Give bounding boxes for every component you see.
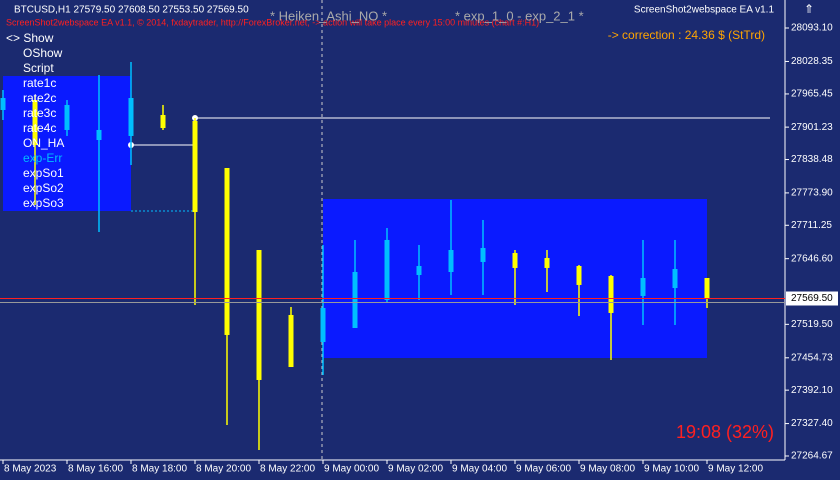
arrow-up[interactable]: ⇑: [804, 2, 814, 16]
menu-item[interactable]: OShow: [23, 46, 63, 60]
indicator-note: * Heiken_Ashi_NO *: [270, 8, 387, 23]
candle-body: [32, 100, 38, 146]
candle-body: [544, 258, 550, 268]
y-tick-label: 28093.10: [791, 23, 833, 34]
menu-item[interactable]: expSo3: [23, 196, 64, 210]
candle-body: [416, 266, 422, 275]
candle-body: [192, 120, 198, 213]
candle-body: [640, 277, 646, 296]
menu-item[interactable]: <> Show: [6, 31, 54, 45]
candle-body: [480, 247, 486, 262]
x-tick-label: 8 May 22:00: [260, 464, 315, 475]
y-tick-label: 27901.23: [791, 122, 833, 133]
ea-name: ScreenShot2webspace EA v1.1: [634, 5, 775, 16]
x-tick-label: 8 May 20:00: [196, 464, 251, 475]
x-tick-label: 8 May 16:00: [68, 464, 123, 475]
x-tick-label: 9 May 12:00: [708, 464, 763, 475]
candle-body: [512, 252, 518, 268]
price-tag-label: 27569.50: [791, 293, 833, 304]
x-tick-label: 9 May 04:00: [452, 464, 507, 475]
candles: [0, 61, 710, 450]
y-tick-label: 27264.67: [791, 451, 833, 462]
menu-item[interactable]: rate2c: [23, 91, 56, 105]
candle-body: [64, 104, 70, 130]
candle-body: [256, 249, 262, 380]
candle-body: [576, 266, 582, 285]
candle-body: [704, 277, 710, 299]
candle-body: [352, 272, 358, 329]
menu-item[interactable]: ON_HA: [23, 136, 64, 150]
timer: 19:08 (32%): [676, 422, 774, 442]
rectangle-object: [3, 76, 131, 211]
candle-body: [448, 249, 454, 273]
candle-body: [288, 314, 294, 368]
menu-item[interactable]: expSo1: [23, 166, 64, 180]
y-tick-label: 27773.90: [791, 188, 833, 199]
ea-notice: ScreenShot2webspace EA v1.1, © 2014, fxd…: [6, 17, 539, 27]
candle-body: [128, 98, 134, 136]
menu-item[interactable]: expSo2: [23, 181, 64, 195]
menu-item[interactable]: exp-Err: [23, 151, 62, 165]
candle-body: [0, 98, 6, 110]
y-tick-label: 27454.73: [791, 352, 833, 363]
y-tick-label: 27711.25: [791, 220, 832, 231]
y-tick-label: 27519.50: [791, 319, 833, 330]
menu-item[interactable]: rate1c: [23, 76, 56, 90]
y-tick-label: 27327.40: [791, 418, 833, 429]
exp-note: * exp_1_0 - exp_2_1 *: [455, 8, 584, 23]
correction: -> correction : 24.36 $ (StTrd): [608, 28, 765, 42]
menu-item[interactable]: rate4c: [23, 121, 56, 135]
candle-body: [96, 129, 102, 141]
candle-body: [160, 115, 166, 129]
x-tick-label: 9 May 10:00: [644, 464, 699, 475]
y-tick-label: 27838.48: [791, 154, 833, 165]
x-tick-label: 9 May 02:00: [388, 464, 443, 475]
y-tick-label: 28028.35: [791, 56, 833, 67]
x-tick-label: 9 May 08:00: [580, 464, 635, 475]
menu-item[interactable]: rate3c: [23, 106, 56, 120]
y-tick-label: 27646.60: [791, 253, 833, 264]
candle-body: [672, 269, 678, 289]
x-tick-label: 9 May 06:00: [516, 464, 571, 475]
x-tick-label: 8 May 18:00: [132, 464, 187, 475]
symbol-header: BTCUSD,H1 27579.50 27608.50 27553.50 275…: [14, 5, 249, 16]
x-tick-label: 8 May 2023: [4, 464, 57, 475]
menu: <> ShowOShowScriptrate1crate2crate3crate…: [6, 31, 64, 210]
price-tag: [786, 291, 838, 306]
candle-body: [384, 239, 390, 301]
x-tick-label: 9 May 00:00: [324, 464, 379, 475]
candle-body: [320, 308, 326, 343]
candle-body: [608, 275, 614, 313]
candle-body: [224, 168, 230, 335]
y-tick-label: 27965.45: [791, 89, 833, 100]
menu-item[interactable]: Script: [23, 61, 54, 75]
y-tick-label: 27392.10: [791, 385, 833, 396]
